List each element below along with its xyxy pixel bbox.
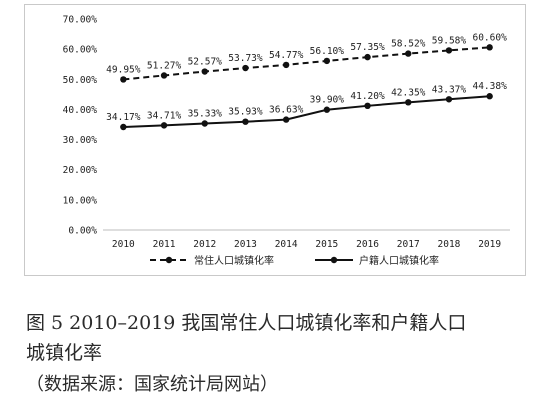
data-point <box>323 106 331 113</box>
data-label: 57.35% <box>350 42 385 53</box>
series-line <box>123 95 490 129</box>
data-point <box>405 99 412 106</box>
caption-line-2: 城镇化率 <box>26 342 103 364</box>
data-label: 49.95% <box>106 64 141 75</box>
data-label: 56.10% <box>310 46 345 57</box>
y-tick-label: 50.00% <box>63 75 98 86</box>
data-point <box>405 50 412 57</box>
caption-source: （数据来源：国家统计局网站） <box>26 374 278 395</box>
data-point <box>160 122 168 129</box>
data-point <box>364 53 371 61</box>
caption-line-1: 图 5 2010–2019 我国常住人口城镇化率和户籍人口 <box>26 312 467 334</box>
data-point <box>201 120 208 127</box>
data-point <box>160 72 168 79</box>
x-tick-label: 2018 <box>438 239 461 250</box>
data-label: 44.38% <box>472 81 507 92</box>
data-point <box>323 57 331 65</box>
data-label: 34.17% <box>106 112 141 123</box>
x-tick-label: 2011 <box>153 239 176 250</box>
y-tick-label: 30.00% <box>63 135 98 146</box>
data-point <box>242 118 249 125</box>
x-tick-label: 2013 <box>234 239 257 250</box>
x-tick-label: 2019 <box>478 239 501 250</box>
legend-label: 常住人口城镇化率 <box>194 254 274 267</box>
data-label: 43.37% <box>432 84 467 95</box>
x-tick-label: 2017 <box>397 239 420 250</box>
x-tick-label: 2012 <box>193 239 216 250</box>
data-label: 54.77% <box>269 50 304 61</box>
data-point <box>445 47 453 54</box>
data-label: 58.52% <box>391 39 426 50</box>
legend-label: 户籍人口城镇化率 <box>359 254 439 267</box>
y-tick-label: 0.00% <box>68 226 97 237</box>
data-point <box>445 96 453 103</box>
x-tick-label: 2016 <box>356 239 379 250</box>
data-point <box>364 102 371 110</box>
data-point <box>201 68 208 75</box>
data-label: 36.63% <box>269 105 304 116</box>
x-tick-label: 2010 <box>112 239 135 250</box>
data-label: 35.93% <box>228 107 263 118</box>
data-point <box>282 116 290 123</box>
data-point <box>282 61 290 69</box>
data-point <box>242 64 249 72</box>
y-tick-label: 20.00% <box>63 165 98 176</box>
x-tick-label: 2015 <box>315 239 338 250</box>
legend-marker <box>330 256 338 264</box>
data-label: 35.33% <box>188 109 223 120</box>
data-label: 52.57% <box>188 57 223 68</box>
figure-caption: 图 5 2010–2019 我国常住人口城镇化率和户籍人口 城镇化率 （数据来源… <box>26 308 536 400</box>
y-tick-label: 10.00% <box>63 195 98 206</box>
data-label: 60.60% <box>472 32 507 43</box>
y-tick-label: 40.00% <box>63 105 98 116</box>
line-chart: 0.00% 10.00% 20.00% 30.00% 40.00% 50.00% 60.00… <box>63 15 510 267</box>
data-label: 59.58% <box>432 35 467 46</box>
data-point <box>486 44 493 51</box>
chart-frame: 0.00% 10.00% 20.00% 30.00% 40.00% 50.00% 60.00… <box>24 4 526 276</box>
y-tick-label: 70.00% <box>63 15 98 26</box>
data-label: 51.27% <box>147 60 182 71</box>
data-point <box>120 123 127 131</box>
data-label: 41.20% <box>350 91 385 102</box>
data-label: 39.90% <box>310 95 345 106</box>
data-point <box>486 93 493 100</box>
y-tick-label: 60.00% <box>63 45 98 56</box>
data-point <box>120 76 127 83</box>
data-label: 42.35% <box>391 87 426 98</box>
data-label: 53.73% <box>228 53 263 64</box>
series-line <box>123 46 490 81</box>
x-tick-label: 2014 <box>275 239 298 250</box>
data-label: 34.71% <box>147 110 182 121</box>
legend-marker <box>165 256 173 264</box>
